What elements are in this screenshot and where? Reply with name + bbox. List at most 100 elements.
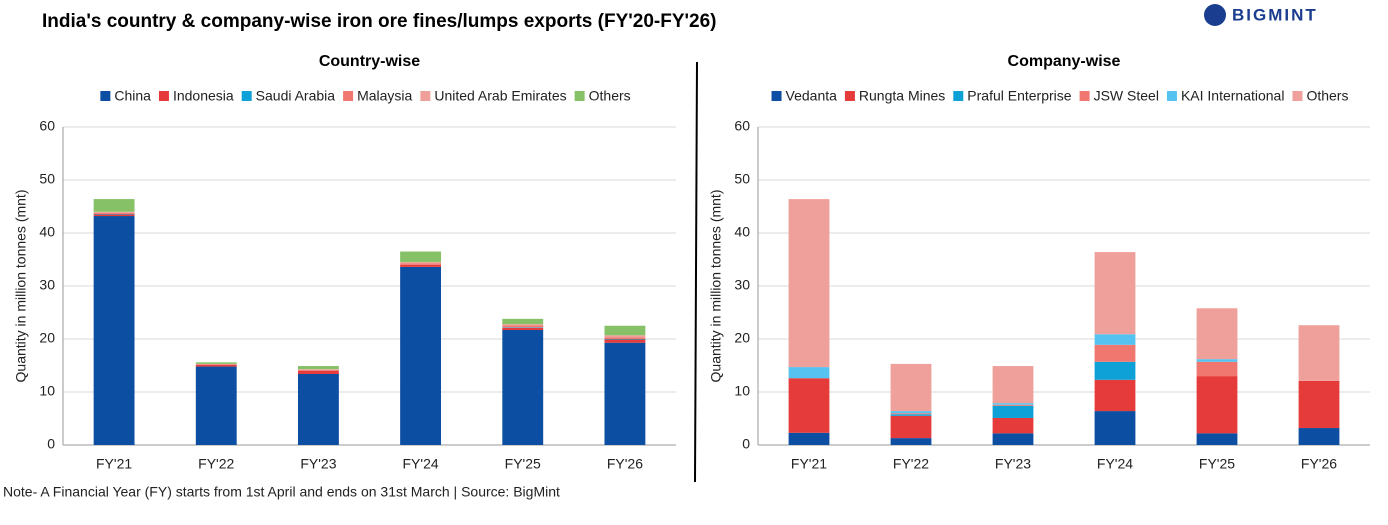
page-title: India's country & company-wise iron ore … — [42, 11, 716, 32]
bar-segment — [1094, 361, 1136, 380]
bar-segment — [890, 363, 932, 412]
legend-swatch — [771, 91, 782, 101]
bar-segment — [400, 263, 442, 265]
bar-segment — [297, 369, 339, 370]
bar-segment — [1196, 359, 1238, 362]
x-tick-label: FY'21 — [96, 456, 132, 472]
legend-swatch — [1292, 91, 1303, 101]
bar-segment — [890, 438, 932, 445]
x-tick-label: FY'24 — [1097, 456, 1133, 472]
legend-label: Vedanta — [786, 88, 838, 104]
x-tick-label: FY'26 — [1301, 456, 1337, 472]
legend-swatch — [241, 91, 252, 101]
bar-segment — [890, 413, 932, 415]
y-tick-label: 40 — [734, 224, 750, 240]
bar-segment — [195, 364, 237, 367]
bar-segment — [1196, 433, 1238, 445]
bar-segment — [1298, 380, 1340, 429]
bar-segment — [502, 327, 544, 330]
bar-segment — [502, 327, 544, 328]
bar-segment — [992, 366, 1034, 404]
legend-label: Malaysia — [357, 88, 412, 104]
bar-segment — [890, 414, 932, 416]
bar-segment — [93, 213, 135, 215]
legend-label: China — [114, 88, 151, 104]
chart-subtitle: Company-wise — [1008, 53, 1121, 70]
bar-segment — [1196, 361, 1238, 377]
logo: BIGMINT — [1232, 5, 1318, 24]
y-axis-label: Quantity in million tonnes (mnt) — [13, 190, 29, 383]
y-tick-label: 60 — [39, 118, 55, 134]
bar-segment — [992, 433, 1034, 445]
x-tick-label: FY'24 — [403, 456, 439, 472]
bar-segment — [604, 339, 646, 340]
y-tick-label: 0 — [742, 436, 750, 452]
chart-subtitle: Country-wise — [319, 53, 420, 70]
bar-segment — [604, 339, 646, 343]
y-tick-label: 10 — [39, 383, 55, 399]
bar-segment — [1094, 252, 1136, 335]
bar-segment — [604, 337, 646, 339]
legend-label: Others — [1306, 88, 1348, 104]
legend-label: Saudi Arabia — [256, 88, 336, 104]
legend-swatch — [1166, 91, 1177, 101]
bar-segment — [1298, 428, 1340, 445]
x-tick-label: FY'22 — [198, 456, 234, 472]
legend-swatch — [574, 91, 585, 101]
legend-label: Indonesia — [173, 88, 234, 104]
bar-segment — [502, 318, 544, 325]
legend-label: Others — [589, 88, 631, 104]
bar-segment — [788, 432, 830, 445]
y-tick-label: 50 — [39, 171, 55, 187]
bar-segment — [788, 199, 830, 368]
bar-segment — [890, 415, 932, 439]
bar-segment — [93, 212, 135, 214]
bar-segment — [93, 216, 135, 445]
y-tick-label: 60 — [734, 118, 750, 134]
bar-segment — [1196, 308, 1238, 360]
bar-segment — [1196, 376, 1238, 434]
x-tick-label: FY'23 — [995, 456, 1031, 472]
legend-label: Rungta Mines — [859, 88, 945, 104]
bar-segment — [1094, 344, 1136, 362]
bar-segment — [604, 335, 646, 338]
bar-segment — [93, 199, 135, 212]
bar-segment — [195, 366, 237, 445]
bar-segment — [1298, 325, 1340, 381]
x-tick-label: FY'22 — [893, 456, 929, 472]
bar-segment — [297, 370, 339, 374]
bar-segment — [992, 417, 1034, 434]
y-tick-label: 20 — [734, 330, 750, 346]
y-axis-label: Quantity in million tonnes (mnt) — [708, 190, 724, 383]
legend-swatch — [343, 91, 354, 101]
bar-segment — [1094, 379, 1136, 412]
bar-segment — [890, 411, 932, 414]
bar-segment — [297, 373, 339, 445]
legend-swatch — [844, 91, 855, 101]
bar-segment — [788, 367, 830, 379]
x-tick-label: FY'21 — [791, 456, 827, 472]
bar-segment — [788, 378, 830, 433]
bar-segment — [992, 404, 1034, 406]
legend-label: Praful Enterprise — [967, 88, 1071, 104]
bar-segment — [400, 251, 442, 263]
bar-segment — [195, 363, 237, 365]
x-tick-label: FY'25 — [505, 456, 541, 472]
y-tick-label: 0 — [47, 436, 55, 452]
bar-segment — [93, 211, 135, 213]
legend-swatch — [1079, 91, 1090, 101]
x-tick-label: FY'23 — [300, 456, 336, 472]
bar-segment — [502, 329, 544, 445]
bar-segment — [604, 342, 646, 445]
bar-segment — [992, 403, 1034, 405]
y-tick-label: 30 — [39, 277, 55, 293]
bar-segment — [297, 366, 339, 370]
bar-segment — [502, 325, 544, 328]
legend-label: JSW Steel — [1094, 88, 1159, 104]
bar-segment — [297, 369, 339, 371]
y-tick-label: 40 — [39, 224, 55, 240]
legend-swatch — [953, 91, 964, 101]
legend-swatch — [420, 91, 431, 101]
y-tick-label: 50 — [734, 171, 750, 187]
